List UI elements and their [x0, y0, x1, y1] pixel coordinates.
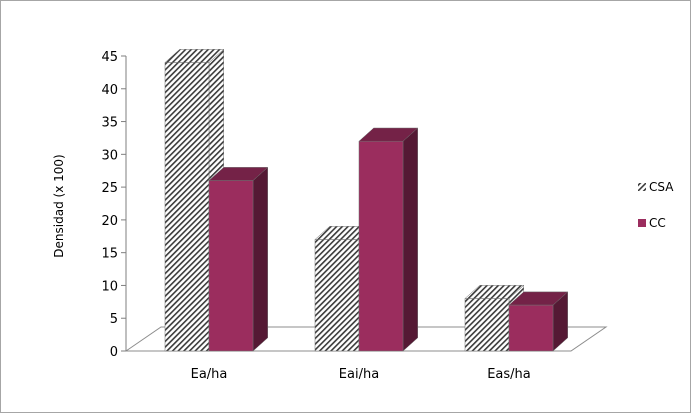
legend-swatch [638, 219, 646, 227]
y-tick-label: 10 [101, 279, 118, 294]
x-category-label: Eai/ha [339, 367, 379, 382]
y-tick-label: 45 [101, 50, 118, 65]
y-tick-label: 20 [101, 214, 118, 229]
bar-cc-1 [358, 127, 419, 352]
legend-label: CC [649, 216, 666, 230]
legend-label: CSA [649, 180, 674, 194]
legend-item-csa: CSA [638, 180, 674, 194]
bar-cc-2 [508, 291, 569, 352]
x-category-label: Eas/ha [487, 367, 531, 382]
x-category-label: Ea/ha [191, 367, 228, 382]
y-tick-label: 15 [101, 247, 118, 262]
y-tick-label: 30 [101, 148, 118, 163]
y-tick-label: 5 [110, 312, 118, 327]
legend-swatch [638, 183, 646, 191]
y-tick-label: 25 [101, 181, 118, 196]
y-tick-label: 35 [101, 116, 118, 131]
legend-item-cc: CC [638, 216, 666, 230]
y-tick-label: 0 [110, 345, 118, 360]
y-axis-title: Densidad (x 100) [52, 154, 66, 257]
y-tick-label: 40 [101, 83, 118, 98]
bar-cc-0 [208, 166, 269, 352]
